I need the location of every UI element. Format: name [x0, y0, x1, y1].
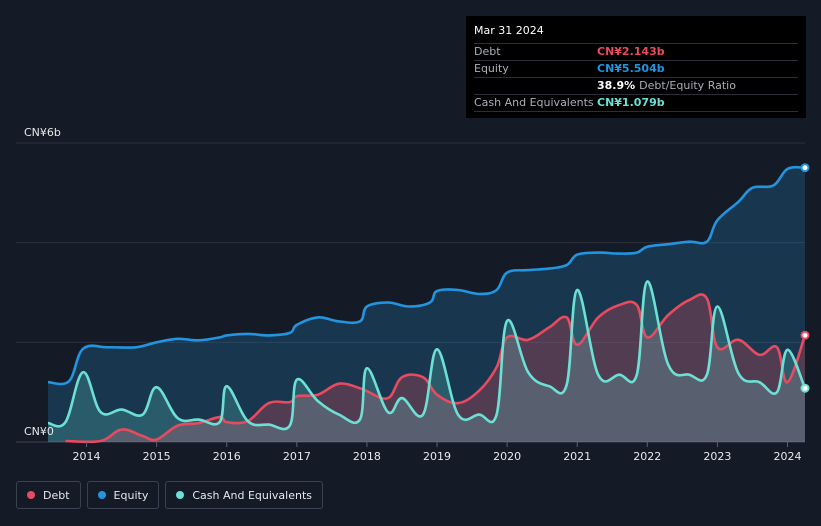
x-tick-label-2019: 2019 — [423, 450, 451, 463]
end-markers — [800, 163, 810, 393]
debt-line — [65, 293, 807, 444]
tooltip-cash-row: Cash And Equivalents CN¥1.079b — [474, 94, 798, 112]
legend-label-cash: Cash And Equivalents — [192, 488, 312, 502]
equity-line — [47, 165, 806, 386]
legend-item-debt[interactable]: Debt — [16, 481, 81, 509]
cash-area — [48, 281, 805, 442]
tooltip-date: Mar 31 2024 — [474, 24, 544, 37]
x-tick-label-2022: 2022 — [633, 450, 662, 463]
tooltip-cash-value: CN¥1.079b — [597, 96, 665, 109]
legend-label-debt: Debt — [43, 488, 70, 502]
tooltip-equity-row: Equity CN¥5.504b — [474, 60, 798, 77]
chart-legend: Debt Equity Cash And Equivalents — [16, 481, 323, 509]
tooltip-debt-value: CN¥2.143b — [597, 45, 665, 58]
x-tick-label-2018: 2018 — [352, 450, 381, 463]
legend-dot-debt — [27, 491, 35, 499]
x-tick-marks — [86, 442, 788, 447]
y-axis-top-label: CN¥6b — [24, 126, 61, 139]
x-tick-label-2021: 2021 — [563, 450, 592, 463]
debt-area — [65, 294, 805, 442]
tooltip-debt-label: Debt — [474, 45, 501, 58]
tooltip-panel: Mar 31 2024 Debt CN¥2.143b Equity CN¥5.5… — [466, 16, 806, 118]
tooltip-ratio-row: 38.9% Debt/Equity Ratio — [474, 77, 798, 94]
tooltip-ratio-value: 38.9% — [597, 79, 636, 92]
tooltip-equity-label: Equity — [474, 62, 509, 75]
tooltip-debt-row: Debt CN¥2.143b — [474, 43, 798, 60]
cash-line — [47, 280, 807, 431]
equity-end-marker — [800, 163, 810, 173]
legend-item-cash[interactable]: Cash And Equivalents — [165, 481, 323, 509]
x-tick-label-2017: 2017 — [282, 450, 311, 463]
x-tick-label-2024: 2024 — [773, 450, 802, 463]
x-tick-label-2016: 2016 — [212, 450, 241, 463]
cash-end-marker — [800, 383, 810, 393]
legend-dot-cash — [176, 491, 185, 499]
legend-item-equity[interactable]: Equity — [86, 481, 160, 509]
tooltip-cash-label: Cash And Equivalents — [474, 96, 594, 109]
legend-dot-equity — [97, 491, 106, 499]
x-tick-label-2023: 2023 — [703, 450, 732, 463]
x-tick-label-2015: 2015 — [142, 450, 171, 463]
x-tick-label-2014: 2014 — [72, 450, 101, 463]
debt-end-marker — [800, 330, 810, 340]
tooltip-ratio-label: Debt/Equity Ratio — [639, 79, 736, 92]
tooltip-equity-value: CN¥5.504b — [597, 62, 665, 75]
series-lines — [47, 165, 807, 444]
y-axis-bottom-label: CN¥0 — [24, 425, 54, 438]
tooltip-ratio-spacer — [474, 78, 597, 94]
legend-label-equity: Equity — [113, 488, 149, 502]
gridlines — [16, 142, 805, 443]
x-tick-label-2020: 2020 — [493, 450, 522, 463]
